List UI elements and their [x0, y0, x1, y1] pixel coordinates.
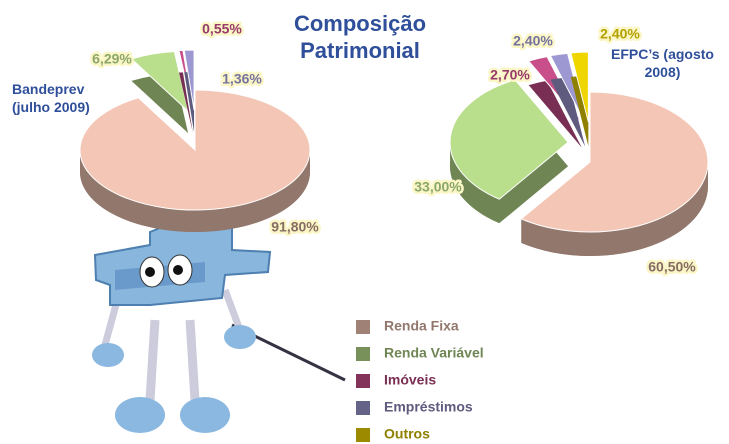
legend-label: Outros [384, 426, 430, 442]
mascot [92, 212, 345, 433]
value-label: 60,50% [648, 259, 696, 275]
legend-swatch [356, 320, 370, 334]
value-label: 2,40% [513, 33, 553, 49]
value-label: 2,70% [490, 67, 530, 83]
legend-label: Renda Fixa [384, 318, 459, 334]
pie [80, 50, 310, 232]
value-label: 1,36% [222, 71, 262, 87]
legend-label: Renda Variável [384, 345, 484, 361]
value-label: 6,29% [92, 51, 132, 67]
legend-swatch [356, 374, 370, 388]
value-label: 0,55% [202, 21, 242, 37]
legend-swatch [356, 401, 370, 415]
pie [450, 52, 708, 256]
legend-swatch [356, 428, 370, 442]
value-label: 2,40% [600, 26, 640, 42]
legend-label: Empréstimos [384, 399, 473, 415]
page: 91,80% 6,29% 0,55% 1,36% 60,50% 33,00% 2,70% 2,… [0, 0, 729, 444]
legend-label: Imóveis [384, 372, 436, 388]
value-label: 33,00% [414, 179, 462, 195]
pie-title: Bandeprev (julho 2009) [12, 80, 122, 116]
legend-swatch [356, 347, 370, 361]
value-label: 91,80% [271, 219, 319, 235]
chart-title: Composição Patrimonial [255, 10, 465, 64]
pie-title: EFPC’s (agosto 2008) [600, 45, 725, 81]
